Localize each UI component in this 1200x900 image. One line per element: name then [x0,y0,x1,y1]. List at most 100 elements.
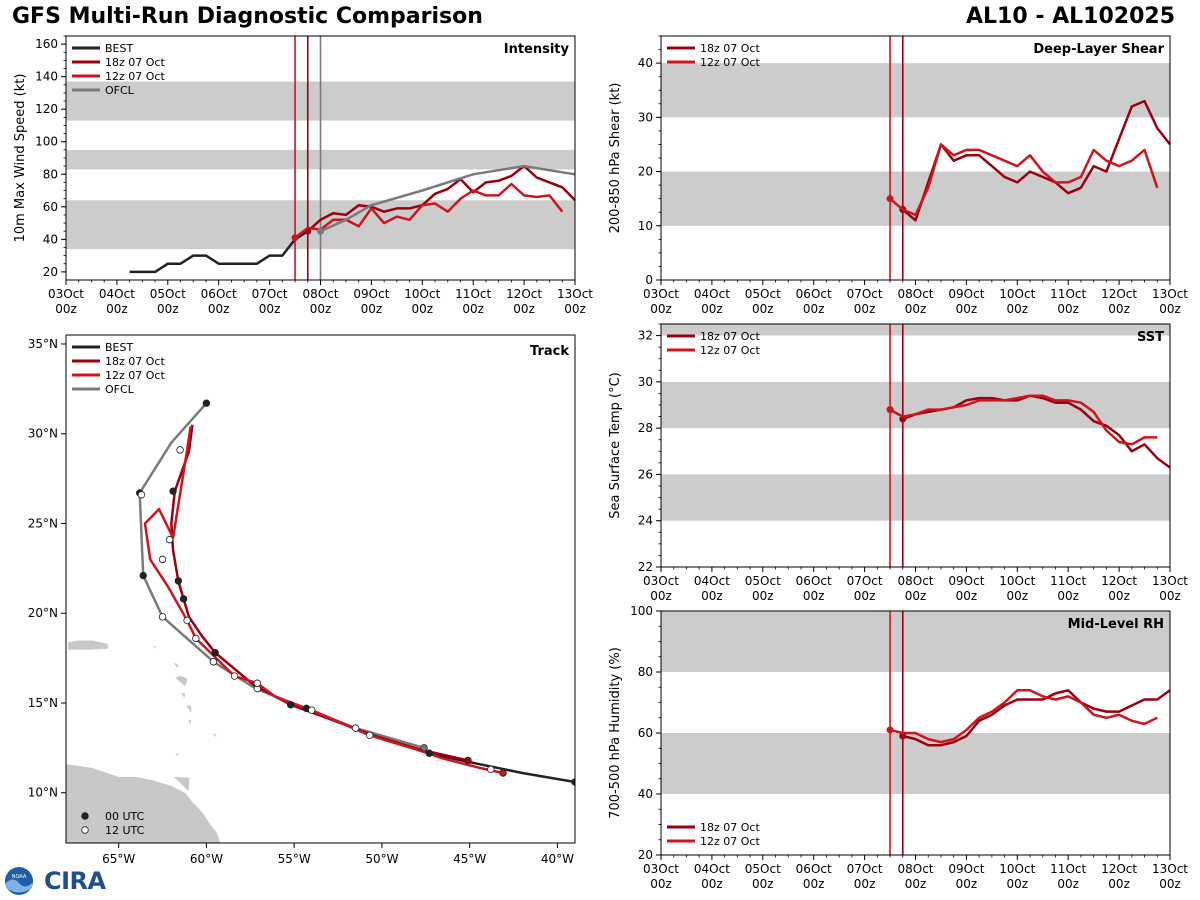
y-tick-label: 30 [638,110,653,124]
legend-label: 18z 07 Oct [700,821,760,834]
x-tick-label-date: 12Oct [1101,287,1137,301]
lat-tick-label: 25°N [28,516,58,530]
cira-logo-text: CIRA [44,867,106,895]
x-tick-label-date: 13Oct [557,287,593,301]
x-tick-label-hour: 00z [1108,302,1130,316]
x-tick-label-hour: 00z [1057,302,1079,316]
legend-label: BEST [105,42,133,55]
y-tick-label: 40 [43,232,58,246]
series-line-18z-07-oct [901,99,1171,222]
x-tick-label-hour: 00z [1108,877,1130,891]
y-tick-label: 100 [630,604,653,618]
x-tick-label-hour: 00z [1057,589,1079,603]
y-tick-label: 80 [638,665,653,679]
y-tick-label: 28 [638,421,653,435]
x-tick-label-hour: 00z [1159,589,1181,603]
legend-label: 18z 07 Oct [700,330,760,343]
x-tick-label-date: 11Oct [1050,574,1086,588]
x-tick-label-date: 09Oct [353,287,389,301]
x-tick-label-date: 10Oct [999,287,1035,301]
track-position-marker [351,724,360,732]
land-antigua [173,662,180,669]
track-position-marker [571,778,575,786]
legend-label: BEST [105,341,133,354]
land-trinidad [172,776,191,793]
x-tick-label-date: 07Oct [847,862,883,876]
land-south-america [66,763,221,843]
lon-tick-label: 65°W [102,852,135,866]
track-position-marker [286,701,295,709]
x-tick-label-date: 11Oct [1050,287,1086,301]
series-line-18z-07-oct [902,689,1171,747]
panel-title: Mid-Level RH [1068,617,1164,632]
x-tick-label-date: 04Oct [694,574,730,588]
shaded-band [661,611,1170,672]
series-start-marker [317,227,324,235]
x-tick-label-hour: 00z [1159,302,1181,316]
series-line-best [129,230,309,274]
x-tick-label-hour: 00z [701,877,723,891]
track-line-18z-07-oct [170,424,469,762]
x-tick-label-date: 06Oct [796,574,832,588]
panel-title: Deep-Layer Shear [1033,42,1164,57]
x-tick-label-hour: 00z [462,302,484,316]
x-tick-label-date: 03Oct [48,287,84,301]
lon-tick-label: 45°W [453,852,486,866]
track-position-marker [365,731,374,739]
x-tick-label-hour: 00z [513,302,535,316]
legend-label: 12z 07 Oct [700,56,760,69]
track-line-ofcl [138,402,425,750]
x-tick-label-hour: 00z [1057,877,1079,891]
lat-tick-label: 30°N [28,427,58,441]
x-tick-label-hour: 00z [564,302,586,316]
x-tick-label-date: 04Oct [694,287,730,301]
track-line-12z-07-oct [143,426,504,775]
y-tick-label: 20 [638,165,653,179]
x-tick-label-date: 07Oct [847,574,883,588]
track-position-marker [183,616,191,625]
y-tick-label: 40 [638,56,653,70]
x-tick-label-date: 09Oct [948,574,984,588]
legend-label: 18z 07 Oct [105,56,165,69]
x-tick-label-date: 05Oct [745,287,781,301]
series-line-12z-07-oct [294,182,564,239]
track-position-marker [176,446,184,454]
y-tick-label: 80 [43,167,58,181]
land-barbados [211,733,217,739]
x-tick-label-hour: 00z [752,877,774,891]
track-position-marker [425,749,434,757]
x-tick-label-hour: 00z [956,589,978,603]
land-guadeloupe [174,674,189,688]
series-line-12z-07-oct [889,394,1158,446]
x-tick-label-hour: 00z [310,302,332,316]
lon-tick-label: 55°W [278,852,311,866]
y-tick-label: 10 [638,219,653,233]
marker-legend-label: 12 UTC [105,824,145,837]
y-tick-label: 40 [638,787,653,801]
rh-panel: 2040608010003Oct00z04Oct00z05Oct00z06Oct… [608,604,1188,891]
x-tick-label-hour: 00z [1159,877,1181,891]
noaa-logo-text: NOAA [12,874,27,880]
track-position-marker [464,756,472,765]
y-tick-label: 20 [43,265,58,279]
x-tick-label-date: 03Oct [643,862,679,876]
y-tick-label: 24 [638,514,653,528]
x-tick-label-date: 11Oct [455,287,491,301]
x-tick-label-date: 08Oct [897,287,933,301]
land-anguilla [151,645,159,649]
y-tick-label: 30 [638,375,653,389]
x-tick-label-date: 07Oct [252,287,288,301]
legend-label: 12z 07 Oct [700,835,760,848]
x-tick-label-hour: 00z [905,589,927,603]
shear-panel: 01020304003Oct00z04Oct00z05Oct00z06Oct00… [608,35,1188,316]
track-position-marker [158,613,167,621]
panel-title: SST [1137,330,1164,345]
x-tick-label-date: 13Oct [1152,287,1188,301]
x-tick-label-hour: 00z [854,589,876,603]
x-tick-label-date: 06Oct [201,287,237,301]
x-tick-label-date: 08Oct [897,574,933,588]
y-tick-label: 120 [35,102,58,116]
y-tick-label: 0 [645,273,653,287]
x-tick-label-date: 09Oct [948,862,984,876]
x-tick-label-hour: 00z [55,302,77,316]
